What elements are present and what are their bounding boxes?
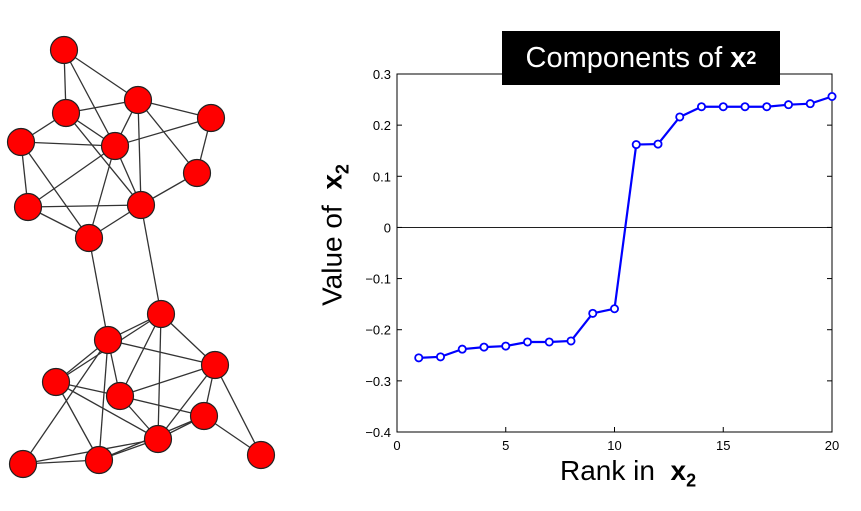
chart-title-text: Components of (525, 41, 723, 74)
graph-node (100, 131, 130, 161)
data-point (827, 92, 837, 102)
graph-edge (157, 364, 216, 440)
chart-title-sub: 2 (746, 47, 757, 68)
graph-node (123, 85, 153, 115)
y-tick-label: 0.3 (373, 67, 391, 82)
graph-edge (157, 313, 162, 440)
y-tick-label: 0.1 (373, 169, 391, 184)
data-point (523, 337, 533, 347)
graph-node (51, 98, 81, 128)
data-point (675, 112, 685, 122)
graph-edge (107, 339, 216, 366)
y-axis-label-sub: 2 (332, 164, 353, 175)
data-point (414, 353, 424, 363)
graph-edge (27, 204, 142, 208)
plot-area (396, 73, 833, 433)
graph-node (246, 440, 276, 470)
graph-node (49, 35, 79, 65)
graph-edge (55, 381, 159, 440)
data-point (501, 341, 511, 351)
data-point (588, 308, 598, 318)
graph-node (126, 190, 156, 220)
x-tick-label: 5 (502, 438, 509, 453)
x-tick-label: 10 (607, 438, 621, 453)
graph-edge (22, 339, 109, 465)
y-axis-label-text: Value of (316, 197, 348, 306)
y-axis-label-var: x (316, 174, 348, 190)
graph-edge (140, 204, 162, 315)
graph-node (84, 445, 114, 475)
graph-node (74, 223, 104, 253)
graph-node (196, 103, 226, 133)
x-tick-label: 15 (716, 438, 730, 453)
y-tick-label: −0.3 (365, 374, 391, 389)
graph-edge (55, 381, 100, 461)
graph-node (105, 381, 135, 411)
x-tick-label: 0 (393, 438, 400, 453)
data-point (784, 100, 794, 110)
x-tick-label: 20 (825, 438, 839, 453)
graph-node (6, 127, 36, 157)
graph-edge (20, 141, 116, 147)
y-tick-label: −0.2 (365, 323, 391, 338)
graph-node (93, 325, 123, 355)
data-point (697, 102, 707, 112)
data-point (610, 304, 620, 314)
y-tick-label: 0 (384, 220, 391, 235)
data-point (718, 102, 728, 112)
graph-node (200, 350, 230, 380)
data-point (479, 342, 489, 352)
graph-edge (98, 339, 109, 461)
graph-nodes (6, 35, 276, 479)
x-axis-label-var: x (670, 455, 687, 486)
y-axis-ticks: −0.4 −0.3 −0.2 −0.1 0 0.1 0.2 0.3 (365, 67, 832, 440)
graph-edge (214, 364, 262, 456)
graph-edge (88, 237, 109, 341)
data-point (631, 140, 641, 150)
x-axis-label-sub: 2 (686, 470, 697, 491)
data-point (740, 102, 750, 112)
data-point (544, 337, 554, 347)
graph-edge (27, 145, 116, 208)
y-tick-label: −0.1 (365, 272, 391, 287)
graph-node (13, 192, 43, 222)
data-point (805, 99, 815, 109)
graph-edge (114, 117, 212, 147)
graph-edge (119, 395, 205, 417)
x-axis-label: Rank in x2 (560, 455, 696, 492)
graph-edge (65, 112, 142, 206)
graph-edge (137, 99, 198, 174)
x-axis-ticks: 0 5 10 15 20 (393, 74, 839, 453)
graph-node (189, 401, 219, 431)
graph-edge (20, 141, 90, 239)
graph-node (143, 424, 173, 454)
data-point (435, 352, 445, 362)
graph-node (8, 449, 38, 479)
graph-edge (63, 49, 139, 101)
data-point (653, 139, 663, 149)
graph-node (41, 367, 71, 397)
series-points (414, 92, 837, 363)
graph-node (182, 158, 212, 188)
y-axis-label: Value of x2 (317, 164, 354, 306)
graph-edge (88, 145, 116, 239)
chart-title-var: x (730, 41, 747, 74)
y-tick-label: −0.4 (365, 425, 391, 440)
graph-edge (137, 99, 142, 206)
x-axis-label-text: Rank in (560, 455, 663, 486)
data-point (762, 102, 772, 112)
graph-edge (119, 313, 162, 397)
graph-node (146, 299, 176, 329)
data-point (566, 336, 576, 346)
graph-edge (119, 364, 216, 397)
data-point (457, 344, 467, 354)
y-tick-label: 0.2 (373, 118, 391, 133)
graph-edge (63, 49, 116, 147)
